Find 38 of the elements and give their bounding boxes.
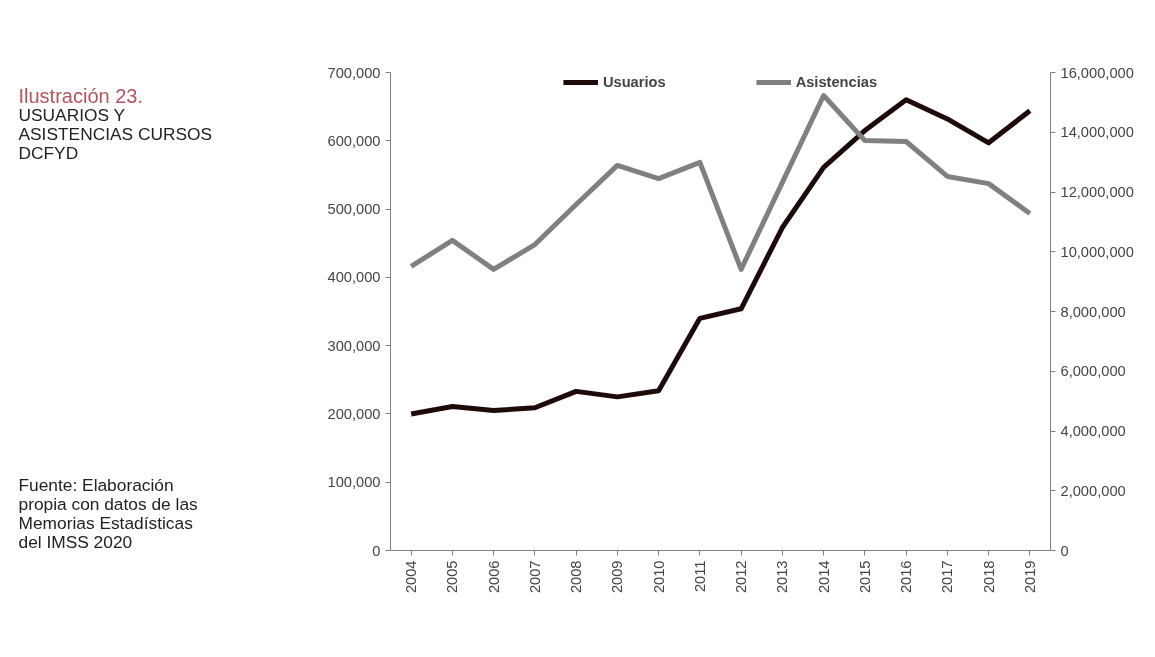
y2-tick-label: 6,000,000 <box>1060 363 1126 380</box>
y2-tick-label: 4,000,000 <box>1060 423 1126 439</box>
y2-tick-label: 10,000,000 <box>1060 243 1134 260</box>
y-tick-label: 100,000 <box>327 474 381 491</box>
text: USUARIOS Y ASISTENCIAS CURSOS DCFYD <box>18 105 213 164</box>
x-tick-label: 2009 <box>609 560 626 594</box>
x-tick-label: 2014 <box>815 560 832 594</box>
x-tick-label: 2004 <box>403 560 420 594</box>
legend-label: Usuarios <box>602 74 666 90</box>
y2-tick-label: 2,000,000 <box>1060 482 1126 499</box>
x-tick-label: 2018 <box>980 560 997 594</box>
text: Ilustración 23. <box>18 84 144 107</box>
y-tick-label: 700,000 <box>327 64 381 81</box>
y-tick-label: 600,000 <box>327 132 381 149</box>
x-tick-label: 2015 <box>856 560 873 594</box>
x-tick-label: 2017 <box>939 560 956 594</box>
x-tick-label: 2019 <box>1021 560 1038 594</box>
y-tick-label: 500,000 <box>327 201 381 218</box>
y-tick-label: 200,000 <box>327 405 381 422</box>
x-tick-label: 2008 <box>568 560 585 594</box>
y2-tick-label: 12,000,000 <box>1060 184 1134 200</box>
x-tick-label: 2013 <box>774 560 791 594</box>
y2-tick-label: 14,000,000 <box>1060 124 1134 141</box>
legend-label: Asistencias <box>795 74 878 90</box>
y2-tick-label: 8,000,000 <box>1060 303 1126 320</box>
x-tick-label: 2005 <box>444 560 461 594</box>
y-tick-label: 300,000 <box>327 337 381 354</box>
y2-tick-label: 16,000,000 <box>1060 64 1134 81</box>
y-tick-label: 400,000 <box>327 269 381 286</box>
x-tick-label: 2007 <box>526 560 543 594</box>
x-tick-label: 2016 <box>898 560 915 594</box>
x-tick-label: 2010 <box>650 560 667 594</box>
x-tick-label: 2006 <box>485 560 502 594</box>
x-tick-label: 2012 <box>733 560 750 594</box>
source-note: Fuente: Elaboración propia con datos de las Memorias Estadísticas del IMSS 2020 <box>18 475 199 552</box>
y-tick-label: 0 <box>372 542 381 559</box>
y2-tick-label: 0 <box>1060 542 1069 559</box>
x-tick-label: 2011 <box>691 560 708 593</box>
